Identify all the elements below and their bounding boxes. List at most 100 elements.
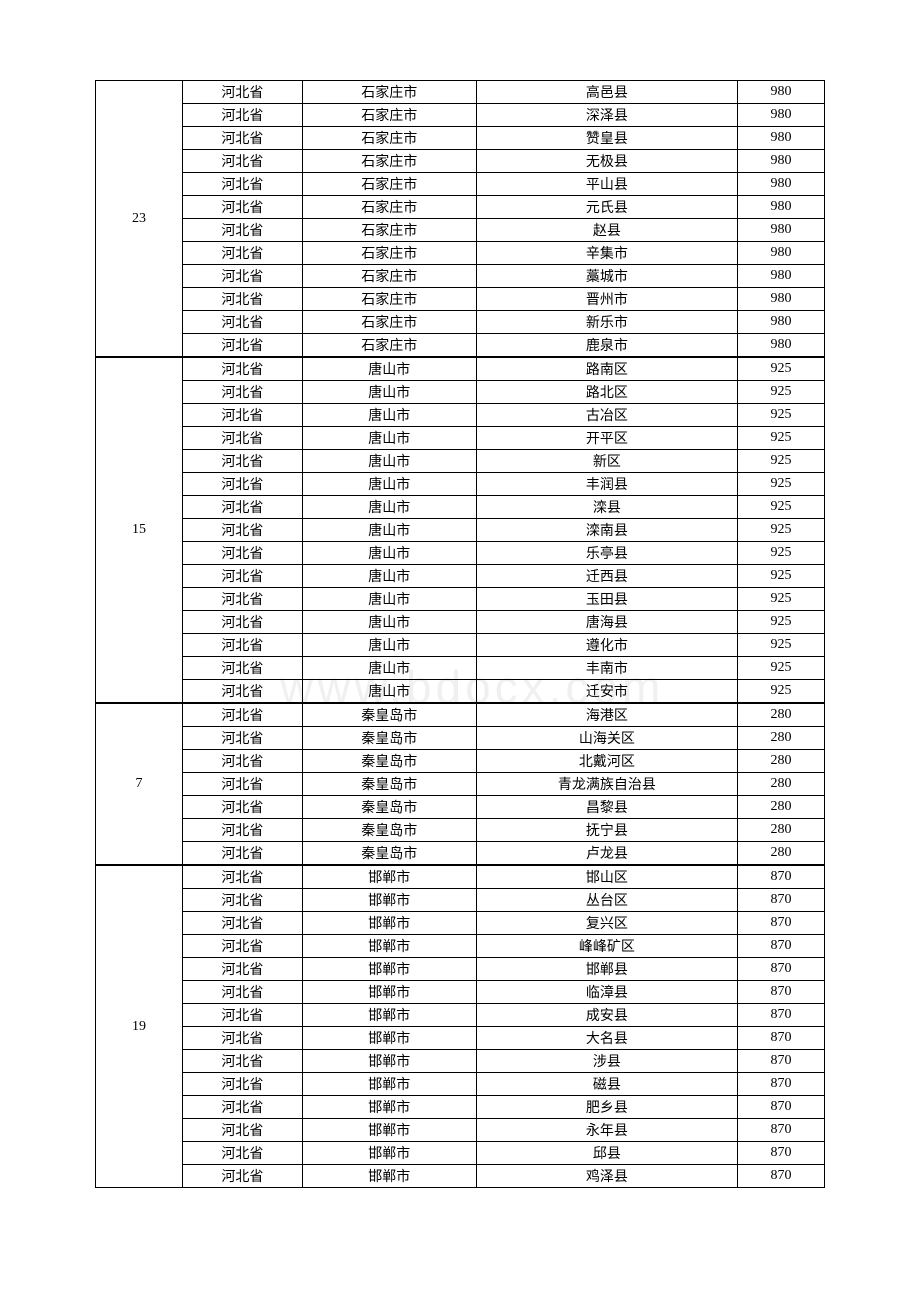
district-cell: 深泽县 — [476, 104, 737, 127]
value-cell: 870 — [737, 1142, 824, 1165]
city-cell: 唐山市 — [302, 519, 476, 542]
table-row: 河北省邯郸市邱县870 — [96, 1142, 825, 1165]
table-row: 河北省秦皇岛市卢龙县280 — [96, 842, 825, 866]
table-row: 19河北省邯郸市邯山区870 — [96, 865, 825, 889]
table-row: 河北省唐山市遵化市925 — [96, 634, 825, 657]
value-cell: 980 — [737, 173, 824, 196]
value-cell: 280 — [737, 773, 824, 796]
district-cell: 辛集市 — [476, 242, 737, 265]
table-row: 河北省秦皇岛市山海关区280 — [96, 727, 825, 750]
table-row: 河北省邯郸市肥乡县870 — [96, 1096, 825, 1119]
city-cell: 石家庄市 — [302, 219, 476, 242]
province-cell: 河北省 — [183, 819, 303, 842]
table-row: 河北省石家庄市赞皇县980 — [96, 127, 825, 150]
district-cell: 鹿泉市 — [476, 334, 737, 358]
city-cell: 石家庄市 — [302, 150, 476, 173]
table-row: 河北省石家庄市元氏县980 — [96, 196, 825, 219]
province-cell: 河北省 — [183, 311, 303, 334]
value-cell: 925 — [737, 519, 824, 542]
value-cell: 870 — [737, 1050, 824, 1073]
table-row: 河北省唐山市路北区925 — [96, 381, 825, 404]
value-cell: 980 — [737, 334, 824, 358]
value-cell: 980 — [737, 265, 824, 288]
district-cell: 玉田县 — [476, 588, 737, 611]
city-cell: 邯郸市 — [302, 958, 476, 981]
district-cell: 丛台区 — [476, 889, 737, 912]
province-cell: 河北省 — [183, 750, 303, 773]
table-container: 23河北省石家庄市高邑县980河北省石家庄市深泽县980河北省石家庄市赞皇县98… — [95, 80, 825, 1188]
table-row: 河北省邯郸市磁县870 — [96, 1073, 825, 1096]
city-cell: 石家庄市 — [302, 81, 476, 104]
province-cell: 河北省 — [183, 657, 303, 680]
province-cell: 河北省 — [183, 496, 303, 519]
district-cell: 滦县 — [476, 496, 737, 519]
value-cell: 980 — [737, 127, 824, 150]
table-row: 河北省邯郸市丛台区870 — [96, 889, 825, 912]
province-cell: 河北省 — [183, 404, 303, 427]
table-row: 河北省唐山市迁安市925 — [96, 680, 825, 704]
province-cell: 河北省 — [183, 519, 303, 542]
province-cell: 河北省 — [183, 450, 303, 473]
district-cell: 路北区 — [476, 381, 737, 404]
city-cell: 石家庄市 — [302, 173, 476, 196]
district-cell: 邯郸县 — [476, 958, 737, 981]
district-cell: 邱县 — [476, 1142, 737, 1165]
value-cell: 870 — [737, 1073, 824, 1096]
table-row: 河北省唐山市丰南市925 — [96, 657, 825, 680]
table-row: 河北省秦皇岛市北戴河区280 — [96, 750, 825, 773]
group-id-cell: 19 — [96, 865, 183, 1188]
city-cell: 石家庄市 — [302, 265, 476, 288]
city-cell: 邯郸市 — [302, 1165, 476, 1188]
province-cell: 河北省 — [183, 381, 303, 404]
district-cell: 邯山区 — [476, 865, 737, 889]
value-cell: 870 — [737, 1119, 824, 1142]
value-cell: 870 — [737, 865, 824, 889]
value-cell: 870 — [737, 1027, 824, 1050]
city-cell: 邯郸市 — [302, 935, 476, 958]
table-row: 河北省石家庄市鹿泉市980 — [96, 334, 825, 358]
table-row: 河北省邯郸市成安县870 — [96, 1004, 825, 1027]
city-cell: 邯郸市 — [302, 1027, 476, 1050]
district-cell: 元氏县 — [476, 196, 737, 219]
district-cell: 磁县 — [476, 1073, 737, 1096]
table-row: 河北省邯郸市永年县870 — [96, 1119, 825, 1142]
table-row: 河北省唐山市乐亭县925 — [96, 542, 825, 565]
group-id-cell: 15 — [96, 357, 183, 703]
city-cell: 邯郸市 — [302, 1119, 476, 1142]
table-row: 河北省石家庄市无极县980 — [96, 150, 825, 173]
city-cell: 石家庄市 — [302, 334, 476, 358]
district-cell: 无极县 — [476, 150, 737, 173]
group-id-cell: 23 — [96, 81, 183, 358]
value-cell: 925 — [737, 473, 824, 496]
district-cell: 肥乡县 — [476, 1096, 737, 1119]
value-cell: 980 — [737, 311, 824, 334]
province-cell: 河北省 — [183, 1050, 303, 1073]
district-cell: 临漳县 — [476, 981, 737, 1004]
value-cell: 980 — [737, 219, 824, 242]
province-cell: 河北省 — [183, 611, 303, 634]
value-cell: 870 — [737, 935, 824, 958]
city-cell: 唐山市 — [302, 450, 476, 473]
value-cell: 980 — [737, 196, 824, 219]
city-cell: 唐山市 — [302, 565, 476, 588]
district-cell: 抚宁县 — [476, 819, 737, 842]
value-cell: 870 — [737, 981, 824, 1004]
city-cell: 石家庄市 — [302, 242, 476, 265]
value-cell: 925 — [737, 450, 824, 473]
table-row: 河北省邯郸市复兴区870 — [96, 912, 825, 935]
value-cell: 870 — [737, 1165, 824, 1188]
value-cell: 925 — [737, 496, 824, 519]
district-cell: 平山县 — [476, 173, 737, 196]
value-cell: 280 — [737, 819, 824, 842]
province-cell: 河北省 — [183, 981, 303, 1004]
city-cell: 唐山市 — [302, 357, 476, 381]
table-row: 河北省唐山市古冶区925 — [96, 404, 825, 427]
city-cell: 唐山市 — [302, 588, 476, 611]
province-cell: 河北省 — [183, 104, 303, 127]
city-cell: 唐山市 — [302, 404, 476, 427]
city-cell: 唐山市 — [302, 381, 476, 404]
city-cell: 秦皇岛市 — [302, 819, 476, 842]
value-cell: 925 — [737, 542, 824, 565]
province-cell: 河北省 — [183, 196, 303, 219]
table-row: 河北省石家庄市平山县980 — [96, 173, 825, 196]
